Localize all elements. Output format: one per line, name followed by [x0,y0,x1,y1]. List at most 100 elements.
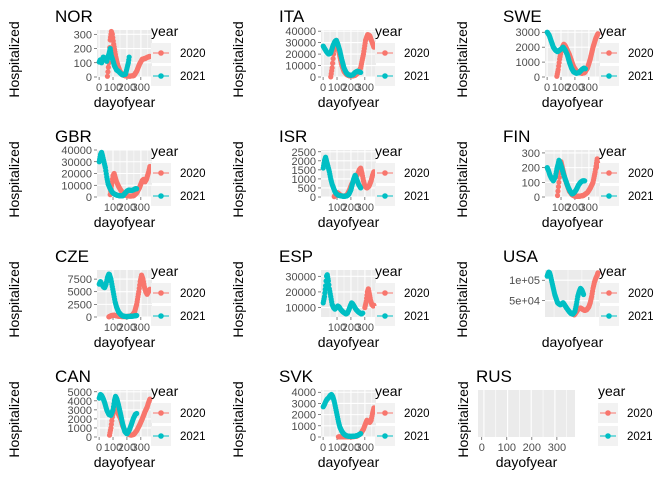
y-tick-label: 300 [522,148,540,160]
data-point [105,69,111,75]
data-point [358,185,364,191]
x-axis-label: dayofyear [94,334,156,350]
y-tick-label: 10000 [285,303,316,315]
data-point [134,312,140,319]
x-tick-label: 300 [580,202,598,214]
x-axis-label: dayofyear [496,454,558,470]
x-tick-label: 200 [118,322,136,334]
x-axis-label: dayofyear [542,334,604,350]
legend-key-point [382,290,388,296]
data-point [554,192,561,199]
legend-label: 2021 [628,71,654,83]
x-tick-label: 100 [328,322,346,334]
x-tick-label: 200 [523,442,541,454]
series-2020 [362,286,377,311]
x-tick-label: 200 [566,82,584,94]
x-tick-label: 100 [552,82,570,94]
legend-label: 2020 [628,288,654,300]
x-axis-label: dayofyear [318,94,380,110]
legend-key-point [158,170,164,176]
legend-label: 2021 [404,191,430,203]
legend-title: year [151,23,179,39]
legend-key-point [382,313,388,319]
y-axis-label: Hospitalized [230,141,246,217]
data-point [358,431,364,437]
y-tick-label: 0 [86,72,92,84]
data-point [582,178,588,184]
panel-title: USA [503,247,539,266]
x-tick-label: 300 [580,82,598,94]
x-tick-label: 100 [104,82,122,94]
y-tick-label: 1000 [68,423,92,435]
y-tick-label: 5000 [68,387,92,399]
x-tick-label: 300 [132,202,150,214]
data-point [360,310,366,316]
panel-title: ISR [279,127,307,146]
legend-key-point [606,193,612,199]
legend-key-point [158,50,164,56]
panel-title: SWE [503,7,542,26]
y-tick-label: 7500 [68,274,92,286]
x-axis-label: dayofyear [94,214,156,230]
legend-label: 2021 [627,431,653,443]
x-axis-label: dayofyear [318,454,380,470]
y-axis-label: Hospitalized [455,381,471,457]
legend-label: 2020 [404,168,430,180]
y-tick-label: 100 [522,177,540,189]
legend-title: year [599,23,627,39]
x-tick-label: 100 [104,322,122,334]
series-2021 [320,391,364,439]
legend-title: year [375,143,403,159]
y-tick-label: 0 [86,432,92,444]
y-tick-label: 0 [86,192,92,204]
y-tick-label: 30000 [285,38,316,50]
y-tick-label: 500 [298,183,316,195]
legend-key-point [605,410,611,416]
x-tick-label: 100 [328,202,346,214]
y-tick-label: 3000 [292,398,316,410]
data-point [555,188,561,194]
y-tick-label: 0 [310,192,316,204]
legend-key-point [382,410,388,416]
y-axis-label: Hospitalized [6,381,22,457]
legend-label: 2020 [404,408,430,420]
y-tick-label: 4000 [68,396,92,408]
y-tick-label: 1000 [516,57,540,69]
legend-label: 2020 [628,168,654,180]
series-2021 [544,157,588,197]
data-point [595,31,601,37]
legend-title: year [375,263,403,279]
data-point [105,64,111,70]
legend-title: year [599,263,627,279]
legend-title: year [599,143,627,159]
legend-key-point [382,193,388,199]
x-tick-label: 100 [498,442,516,454]
legend-title: year [151,263,179,279]
y-tick-label: 0 [534,72,540,84]
legend-label: 2021 [180,71,206,83]
legend-title: year [375,383,403,399]
y-tick-label: 2000 [292,410,316,422]
y-tick-label: 2000 [292,156,316,168]
y-tick-label: 3000 [516,27,540,39]
y-tick-label: 200 [74,44,92,56]
panel-title: CZE [55,247,89,266]
legend-key-point [382,170,388,176]
data-point [134,186,140,192]
x-tick-label: 300 [132,442,150,454]
data-point [104,73,111,79]
x-tick-label: 100 [104,202,122,214]
legend-label: 2020 [404,48,430,60]
x-axis-label: dayofyear [318,214,380,230]
legend-key-point [382,50,388,56]
y-tick-label: 1000 [292,421,316,433]
